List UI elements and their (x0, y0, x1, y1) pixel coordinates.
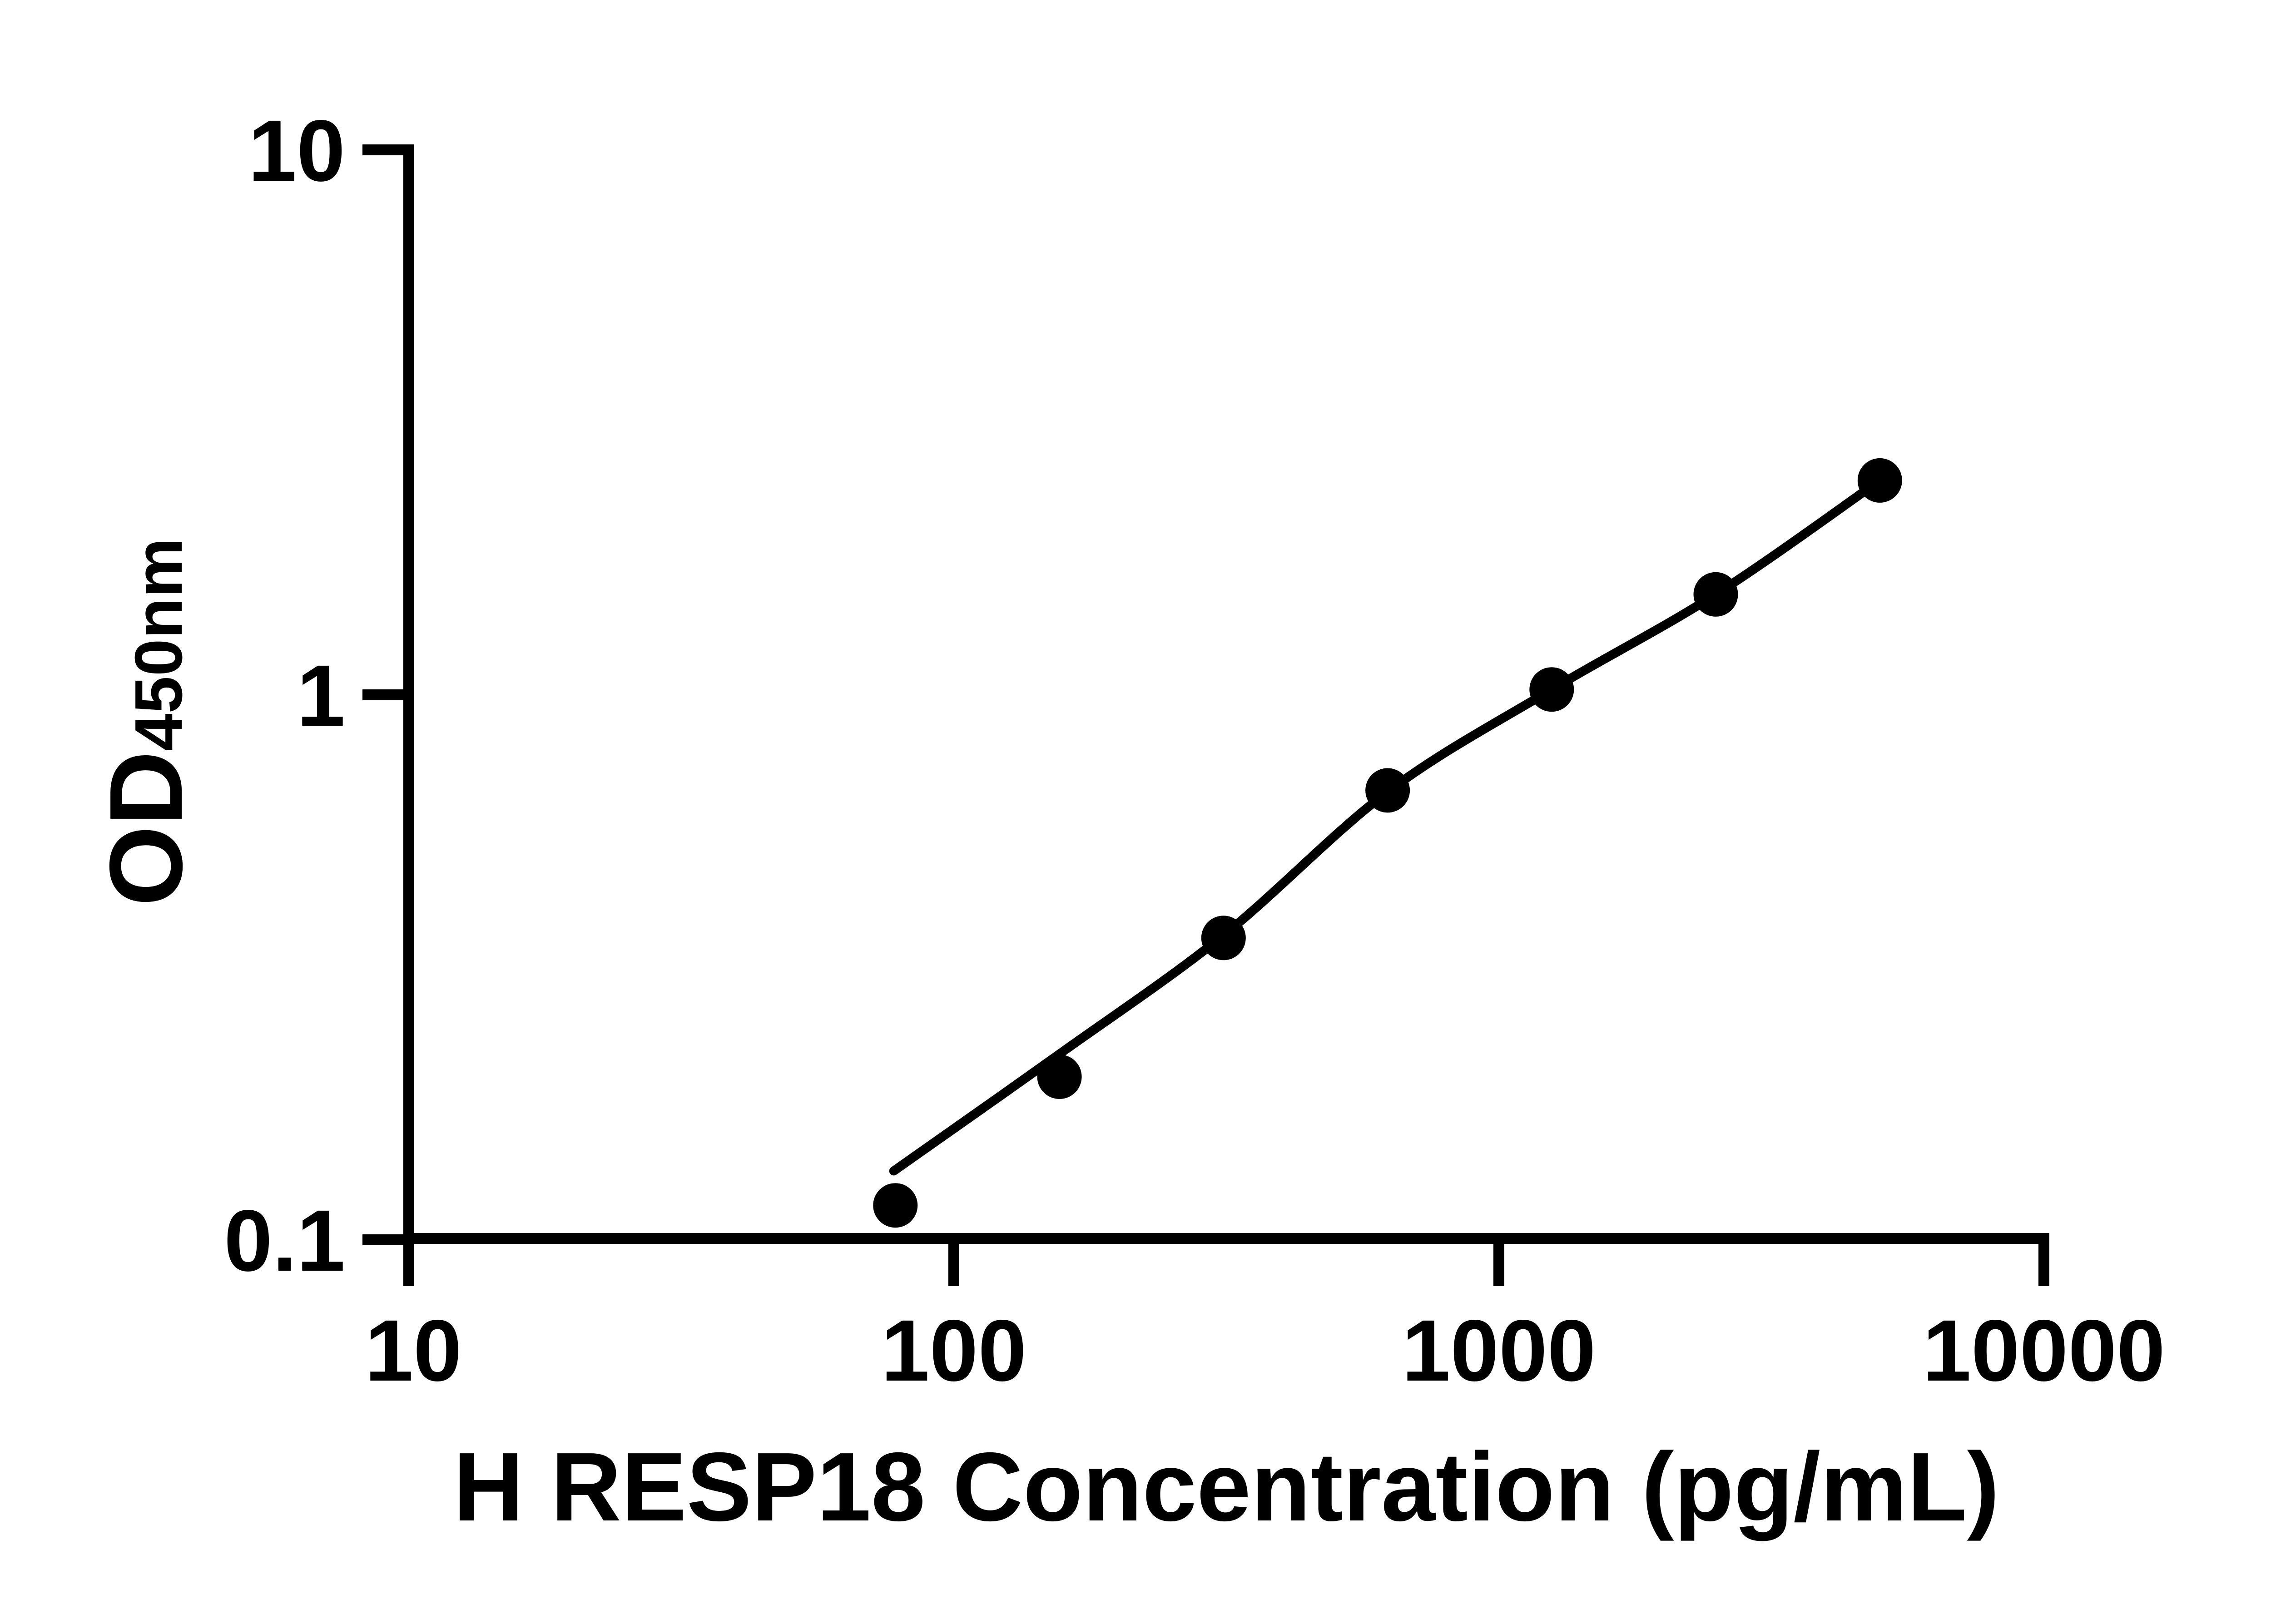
data-point (1037, 1055, 1082, 1099)
y-tick-label-0-1: 0.1 (224, 1192, 345, 1289)
data-point (1693, 572, 1738, 617)
y-tick-labels: 10 1 0.1 (224, 102, 345, 1289)
x-axis-ticks (403, 1238, 2049, 1286)
x-tick-label-100: 100 (881, 1302, 1026, 1399)
y-tick-label-10: 10 (248, 102, 345, 199)
data-point (1857, 458, 1902, 503)
data-point (1201, 916, 1246, 961)
x-tick-labels: 10 100 1000 10000 (365, 1302, 2165, 1399)
x-tick-label-10: 10 (365, 1302, 462, 1399)
y-axis-title: OD450nm (89, 538, 204, 906)
data-point-markers (873, 458, 1902, 1228)
data-series (873, 458, 1902, 1228)
x-axis-title: H RESP18 Concentration (pg/mL) (453, 1432, 1999, 1541)
y-tick-label-1: 1 (297, 647, 345, 744)
data-point (1365, 768, 1410, 813)
data-point (1529, 667, 1574, 712)
data-point (873, 1183, 918, 1228)
y-axis-ticks (362, 144, 409, 1245)
y-axis-title-main: OD (89, 751, 204, 906)
axes (403, 144, 2049, 1286)
x-tick-label-10000: 10000 (1923, 1302, 2165, 1399)
y-axis-title-sub: 450nm (121, 538, 196, 751)
x-tick-label-1000: 1000 (1402, 1302, 1596, 1399)
